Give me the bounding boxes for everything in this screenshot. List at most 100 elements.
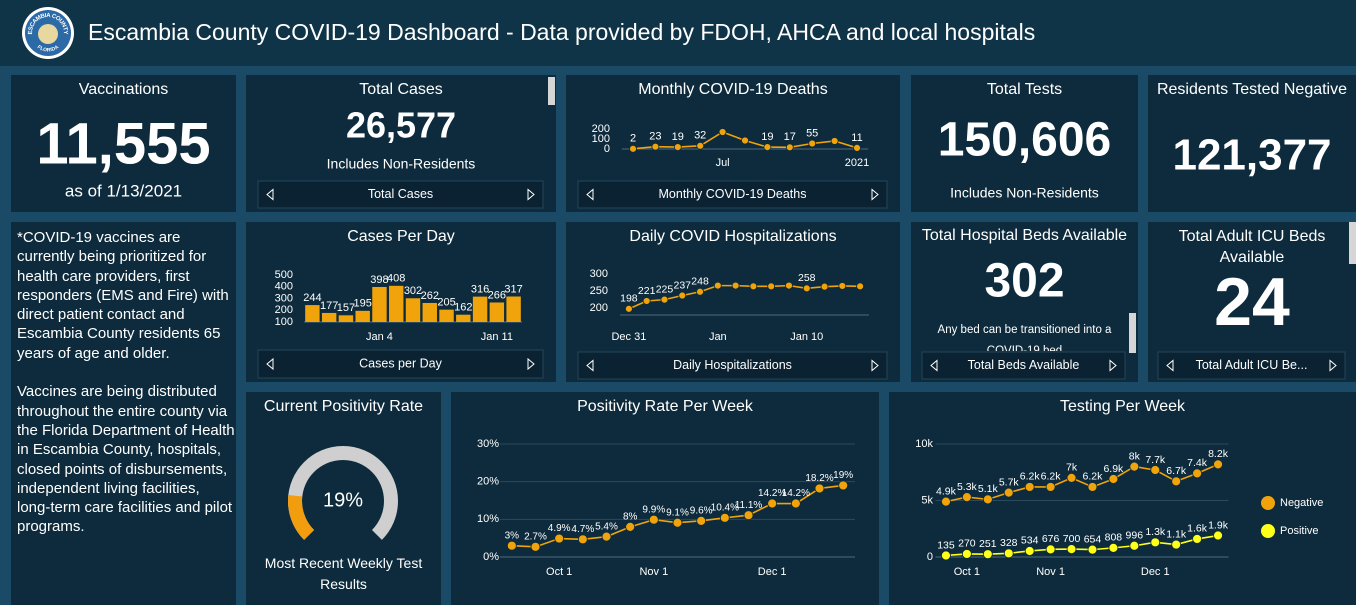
x-tick-label: Nov 1 (1036, 566, 1065, 578)
legend-swatch[interactable] (1261, 496, 1275, 510)
data-point (802, 284, 811, 293)
next-button[interactable] (527, 188, 535, 201)
data-point (856, 282, 865, 291)
legend-label[interactable]: Negative (1280, 497, 1323, 509)
data-label: 221 (638, 285, 656, 297)
prev-button[interactable] (266, 188, 274, 201)
data-point (741, 136, 749, 145)
data-label: 5.4% (595, 521, 618, 532)
data-label: 248 (691, 276, 709, 288)
tile-title: Total Tests (987, 81, 1062, 98)
x-tick-label: Oct 1 (546, 566, 572, 578)
data-point (673, 143, 682, 152)
carousel-label: Cases per Day (359, 356, 442, 370)
tile-subtitle: Includes Non-Residents (327, 156, 476, 172)
data-label: 6.7k (1166, 465, 1187, 477)
data-label: 270 (958, 538, 976, 550)
data-point (696, 287, 704, 296)
y-tick-label: 0 (604, 143, 610, 155)
data-label: 9.6% (690, 505, 713, 516)
carousel-label: Monthly COVID-19 Deaths (659, 187, 807, 201)
bar (321, 312, 337, 322)
data-point (749, 282, 758, 291)
x-tick-label: Dec 31 (611, 331, 646, 343)
carousel-bar (921, 351, 1126, 380)
scrollbar-thumb[interactable] (548, 77, 555, 105)
data-label: 195 (354, 298, 372, 310)
data-point (1171, 539, 1182, 550)
carousel-bar (577, 351, 888, 380)
data-point (763, 143, 772, 152)
next-button[interactable] (1109, 359, 1117, 372)
bar (405, 298, 421, 322)
data-label: 5.3k (957, 481, 978, 493)
legend-swatch[interactable] (1261, 524, 1275, 538)
data-label: 258 (798, 272, 816, 284)
data-point (941, 550, 951, 561)
data-label: 18.2% (805, 473, 833, 484)
next-button[interactable] (871, 188, 879, 201)
data-point (1066, 472, 1077, 483)
data-label: 1.3k (1145, 526, 1166, 538)
prev-button[interactable] (930, 359, 938, 372)
scrollbar-thumb[interactable] (1349, 222, 1356, 264)
bar (389, 285, 404, 322)
next-button[interactable] (871, 359, 879, 372)
data-label: 14.2% (782, 488, 810, 499)
y-tick-label: 30% (477, 438, 499, 450)
data-label: 237 (673, 279, 691, 291)
data-label: 244 (303, 292, 321, 304)
y-tick-label: 200 (592, 123, 610, 135)
data-point (1150, 537, 1161, 548)
prev-button[interactable] (586, 359, 594, 372)
x-tick-label: Jan 4 (366, 331, 393, 343)
carousel-label: Total Beds Available (968, 358, 1080, 372)
data-label: 23 (649, 131, 661, 143)
prev-button[interactable] (1166, 359, 1174, 372)
chart-title: Cases Per Day (347, 228, 455, 245)
data-label: 8.2k (1208, 448, 1229, 460)
scrollbar-thumb[interactable] (1129, 313, 1136, 353)
data-point (814, 483, 825, 494)
header-bar (0, 0, 1356, 66)
tile-value: 150,606 (938, 114, 1112, 167)
data-point (718, 128, 727, 136)
data-label: 4.9% (548, 523, 571, 534)
data-point (696, 141, 705, 150)
data-label: 328 (1000, 537, 1018, 549)
x-tick-label: Nov 1 (639, 566, 668, 578)
bar (506, 296, 521, 322)
data-point (660, 295, 669, 304)
y-tick-label: 100 (275, 316, 293, 328)
data-label: 1.9k (1208, 519, 1229, 531)
data-label: 9.9% (642, 504, 665, 515)
data-label: 205 (437, 297, 455, 309)
chart-title: Positivity Rate Per Week (577, 398, 754, 415)
y-tick-label: 100 (592, 133, 610, 145)
tile-title: Vaccinations (79, 81, 169, 98)
data-label: 32 (694, 130, 706, 142)
data-label: 11.1% (735, 500, 763, 511)
data-point (713, 281, 722, 290)
bar (456, 314, 471, 322)
prev-button[interactable] (586, 188, 594, 201)
data-label: 6.2k (1020, 471, 1041, 483)
data-point (961, 549, 972, 559)
data-point (577, 534, 588, 545)
tile-title: Total Adult ICU Beds Available (1178, 228, 1326, 263)
legend-label[interactable]: Positive (1280, 525, 1319, 537)
chart-title: Monthly COVID-19 Deaths (638, 81, 827, 98)
note-paragraph: Vaccines are being distributed throughou… (17, 383, 235, 536)
data-label: 4.7% (571, 524, 594, 535)
prev-button[interactable] (266, 357, 274, 371)
chart-title: Daily COVID Hospitalizations (629, 228, 836, 245)
tile-title: Residents Tested Negative (1157, 81, 1347, 98)
carousel-bar (257, 349, 544, 379)
data-point (1171, 476, 1182, 487)
next-button[interactable] (1329, 359, 1337, 372)
data-label: 654 (1084, 533, 1102, 545)
next-button[interactable] (527, 357, 535, 371)
chart-title: Testing Per Week (1060, 398, 1186, 415)
